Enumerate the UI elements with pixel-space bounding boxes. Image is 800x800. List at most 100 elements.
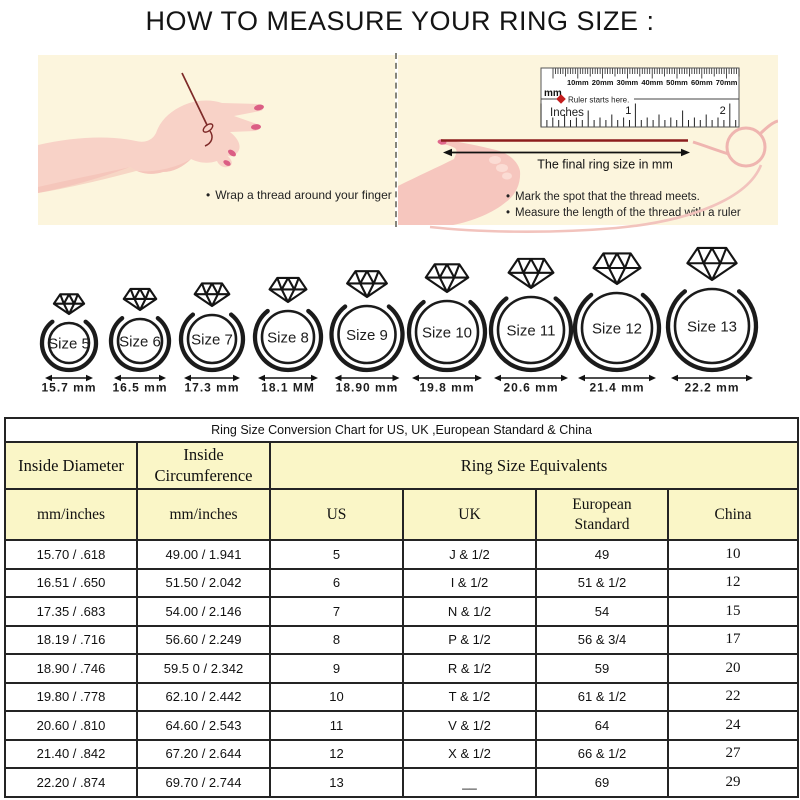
table-cell: 11 — [269, 710, 404, 741]
step-caption-mark: • Mark the spot that the thread meets. — [506, 191, 700, 203]
ring-diameter-label: 18.1 MM — [261, 381, 315, 395]
diameter-arrow — [45, 374, 93, 382]
diamond-icon — [686, 246, 738, 282]
table-cell: 51.50 / 2.042 — [136, 567, 271, 598]
table-cell: 49.00 / 1.941 — [136, 539, 271, 570]
table-cell: 19.80 / .778 — [4, 681, 138, 712]
table-row: 16.51 / .650 51.50 / 2.042 6 I & 1/2 51 & 1/… — [4, 567, 800, 598]
ring-diameter-label: 15.7 mm — [41, 381, 96, 395]
table-cell: 64.60 / 2.543 — [136, 710, 271, 741]
svg-text:20mm: 20mm — [592, 78, 614, 87]
diamond-icon — [268, 276, 308, 304]
nail-icon — [251, 124, 261, 130]
ring-outer-band — [572, 292, 662, 373]
table-cell: 62.10 / 2.442 — [136, 681, 271, 712]
bullet-icon: • — [206, 188, 211, 202]
table-cell: 21.40 / .842 — [4, 738, 138, 769]
table-cell: 15 — [666, 596, 800, 627]
table-cell: 18.90 / .746 — [4, 653, 138, 684]
ring-inner-band — [116, 317, 164, 365]
table-cell: 69 — [535, 767, 669, 798]
ring-outer-band — [39, 319, 99, 373]
table-cell: 10 — [269, 681, 404, 712]
diamond-icon — [193, 282, 231, 308]
ring-item: Size 5 15.7 mm — [39, 289, 99, 395]
svg-text:1: 1 — [625, 105, 631, 117]
ring-size-label: Size 12 — [592, 321, 642, 338]
ring-item: Size 10 19.8 mm — [406, 259, 488, 395]
ring-size-label: Size 11 — [507, 323, 556, 340]
ruler-inch-scale — [540, 103, 737, 127]
diamond-icon — [52, 293, 86, 316]
table-cell: 20.60 / .810 — [4, 710, 138, 741]
diameter-arrow — [334, 374, 400, 382]
table-cell: 49 — [535, 539, 669, 570]
subheader-mm-inches-diameter: mm/inches — [4, 488, 138, 541]
ruler-mm-unit: mm — [544, 88, 562, 99]
hand-shape — [38, 100, 264, 193]
ring-outer-band — [665, 289, 759, 373]
table-cell: __ — [402, 767, 537, 798]
ring-size-label: Size 8 — [267, 330, 309, 347]
table-cell: 17.35 / .683 — [4, 596, 138, 627]
diamond-icon — [424, 263, 470, 294]
step-panel-thread: • Wrap a thread around your finger — [38, 55, 395, 225]
table-row: 15.70 / .618 49.00 / 1.941 5 J & 1/2 49 10 — [4, 539, 800, 570]
table-cell: 64 — [535, 710, 669, 741]
diameter-arrow — [494, 374, 568, 382]
diameter-arrow — [114, 374, 166, 382]
table-cell: P & 1/2 — [402, 624, 537, 655]
bullet-icon: • — [506, 191, 511, 203]
nail-icon — [223, 160, 231, 166]
measurement-arrow-label: The final ring size in mm — [537, 158, 672, 172]
table-row: 17.35 / .683 54.00 / 2.146 7 N & 1/2 54 15 — [4, 596, 800, 627]
ring-size-label: Size 9 — [346, 327, 388, 344]
bullet-icon: • — [506, 206, 511, 219]
ring-inner-band — [673, 287, 751, 365]
table-cell: 16.51 / .650 — [4, 567, 138, 598]
table-cell: 51 & 1/2 — [535, 567, 669, 598]
table-cell: 9 — [269, 653, 404, 684]
ring-inner-band — [47, 321, 91, 365]
ring-item: Size 6 16.5 mm — [108, 284, 172, 395]
table-cell: J & 1/2 — [402, 539, 537, 570]
subheader-european-standard: European Standard — [535, 488, 669, 541]
thread-knot-icon — [202, 123, 214, 133]
table-cell: 29 — [666, 767, 800, 798]
table-cell: R & 1/2 — [402, 653, 537, 684]
ring-diameter-label: 20.6 mm — [503, 381, 558, 395]
header-inside-circumference: Inside Circumference — [136, 441, 271, 490]
subheader-us: US — [269, 488, 404, 541]
diamond-icon — [346, 270, 388, 299]
svg-text:60mm: 60mm — [691, 78, 713, 87]
subheader-china: China — [666, 488, 800, 541]
ring-size-label: Size 5 — [48, 336, 90, 353]
table-cell: V & 1/2 — [402, 710, 537, 741]
ring-size-label: Size 13 — [687, 319, 737, 336]
step-caption-thread: • Wrap a thread around your finger — [206, 188, 392, 202]
subheader-mm-inches-circumference: mm/inches — [136, 488, 271, 541]
diameter-arrow — [258, 374, 318, 382]
diameter-arrow — [578, 374, 656, 382]
diamond-icon — [122, 287, 158, 312]
header-ring-size-equivalents: Ring Size Equivalents — [268, 441, 800, 490]
table-cell: 56 & 3/4 — [535, 624, 669, 655]
ring-item: Size 11 20.6 mm — [488, 254, 574, 395]
ruler-note-bg — [564, 93, 634, 105]
table-cell: 27 — [666, 738, 800, 769]
table-row: 18.19 / .716 56.60 / 2.249 8 P & 1/2 56 & 3/… — [4, 624, 800, 655]
ring-size-label: Size 10 — [422, 325, 472, 342]
table-cell: 7 — [269, 596, 404, 627]
ring-size-label: Size 6 — [119, 334, 161, 351]
table-row: 21.40 / .842 67.20 / 2.644 12 X & 1/2 66 & 1… — [4, 738, 800, 769]
step-panel-ruler: 10mm 20mm 30mm 40mm 50mm 60mm 70mm mm Ruler st… — [398, 55, 778, 225]
table-cell: 8 — [269, 624, 404, 655]
ring-outer-band — [406, 299, 488, 373]
table-cell: 67.20 / 2.644 — [136, 738, 271, 769]
table-cell: 66 & 1/2 — [535, 738, 669, 769]
table-cell: 61 & 1/2 — [535, 681, 669, 712]
ring-diameter-label: 18.90 mm — [336, 381, 399, 395]
ring-inner-band — [580, 291, 654, 365]
